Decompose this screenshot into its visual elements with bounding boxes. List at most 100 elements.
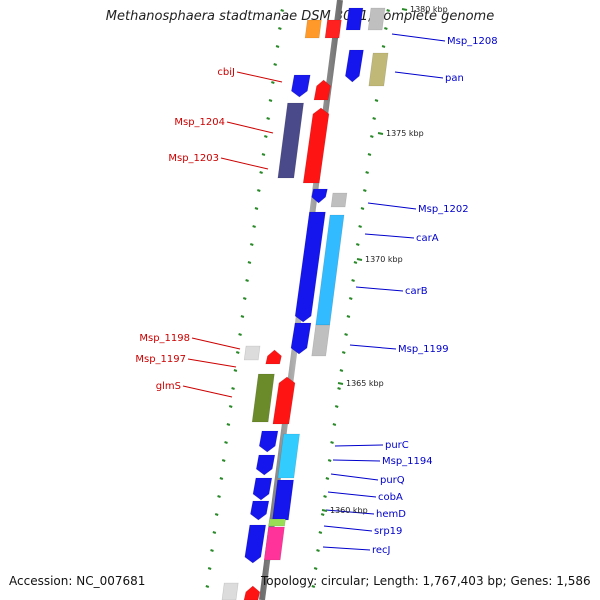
gene-label-srp19: srp19 xyxy=(374,526,402,537)
genome-summary: Topology: circular; Length: 1,767,403 bp… xyxy=(261,574,591,588)
tick-mark xyxy=(351,279,355,282)
tick-mark xyxy=(311,585,316,588)
gene-feature xyxy=(290,322,312,355)
gene-label-recj: recJ xyxy=(372,545,391,556)
tick-label: 1380 kbp xyxy=(410,5,448,14)
gene-label-msp_1208: Msp_1208 xyxy=(447,36,498,47)
tick-mark xyxy=(401,8,408,11)
gene-label-msp_1202: Msp_1202 xyxy=(418,204,469,215)
gene-feature xyxy=(345,49,364,83)
tick-mark xyxy=(377,132,384,135)
gene-feature xyxy=(302,107,330,184)
tick-mark xyxy=(313,567,318,570)
gene-label-purc: purC xyxy=(385,440,409,451)
tick-mark xyxy=(374,99,379,102)
tick-mark xyxy=(316,549,320,552)
tick-mark xyxy=(266,117,270,120)
tick-mark xyxy=(271,81,275,84)
tick-mark xyxy=(233,369,238,372)
gene-label-msp_1199: Msp_1199 xyxy=(398,344,449,355)
connector-line xyxy=(367,202,417,210)
gene-label-msp_1197: Msp_1197 xyxy=(135,354,186,365)
gene-feature xyxy=(250,500,270,521)
connector-line xyxy=(236,71,283,83)
tick-mark xyxy=(224,441,228,444)
gene-label-carb: carB xyxy=(405,286,428,297)
accession-text: Accession: NC_007681 xyxy=(9,574,146,588)
gene-feature xyxy=(367,7,386,31)
gene-label-cara: carA xyxy=(416,233,439,244)
tick-mark xyxy=(280,9,285,12)
gene-feature xyxy=(313,79,331,101)
connector-line xyxy=(355,286,404,292)
tick-mark xyxy=(386,9,391,12)
tick-mark xyxy=(242,297,247,300)
tick-mark xyxy=(339,369,344,372)
gene-label-coba: cobA xyxy=(378,492,403,503)
tick-mark xyxy=(344,333,348,336)
tick-mark xyxy=(337,382,344,385)
tick-mark xyxy=(353,261,358,264)
tick-label: 1375 kbp xyxy=(386,129,424,138)
tick-mark xyxy=(275,45,280,48)
tick-mark xyxy=(362,189,367,192)
gene-feature xyxy=(345,7,364,31)
gene-feature xyxy=(277,433,300,479)
gene-feature xyxy=(268,518,286,527)
tick-mark xyxy=(320,513,325,516)
connector-line xyxy=(330,473,379,481)
gene-feature xyxy=(304,19,322,39)
gene-feature xyxy=(243,585,261,600)
tick-mark xyxy=(321,509,328,512)
gene-feature xyxy=(277,102,304,179)
gene-feature xyxy=(330,192,348,208)
gene-label-msp_1204: Msp_1204 xyxy=(174,117,225,128)
tick-mark xyxy=(245,279,249,282)
gene-feature xyxy=(291,74,311,98)
connector-line xyxy=(182,385,233,398)
tick-mark xyxy=(217,495,221,498)
gene-feature xyxy=(272,479,294,521)
gene-label-msp_1194: Msp_1194 xyxy=(382,456,433,467)
tick-label: 1360 kbp xyxy=(330,506,368,515)
gene-feature xyxy=(263,526,285,561)
connector-line xyxy=(364,233,415,239)
tick-mark xyxy=(268,99,273,102)
gene-feature xyxy=(251,373,275,423)
gene-feature xyxy=(324,19,342,39)
tick-mark xyxy=(337,387,341,390)
tick-mark xyxy=(325,477,330,480)
tick-mark xyxy=(235,351,240,354)
connector-line xyxy=(394,71,444,79)
tick-mark xyxy=(358,225,362,228)
tick-mark xyxy=(228,405,233,408)
connector-line xyxy=(191,337,241,350)
tick-mark xyxy=(348,297,353,300)
tick-mark xyxy=(207,567,212,570)
tick-mark xyxy=(334,405,339,408)
gene-label-msp_1198: Msp_1198 xyxy=(139,333,190,344)
connector-line xyxy=(391,33,446,42)
tick-mark xyxy=(221,459,226,462)
gene-label-msp_1203: Msp_1203 xyxy=(168,153,219,164)
tick-mark xyxy=(261,153,266,156)
connector-line xyxy=(220,157,269,170)
tick-mark xyxy=(240,315,245,318)
map-title: Methanosphaera stadtmanae DSM 3091, comp… xyxy=(105,9,495,24)
tick-mark xyxy=(273,63,277,66)
gene-feature xyxy=(265,349,282,365)
connector-line xyxy=(332,459,381,462)
gene-features xyxy=(221,7,389,600)
gene-label-hemd: hemD xyxy=(376,509,406,520)
tick-mark xyxy=(219,477,224,480)
tick-mark xyxy=(238,333,242,336)
tick-mark xyxy=(212,531,217,534)
gene-feature xyxy=(258,430,279,453)
gene-feature xyxy=(311,188,328,204)
tick-mark xyxy=(381,45,386,48)
connector-line xyxy=(349,344,397,350)
gene-label-pan: pan xyxy=(445,73,464,84)
gene-feature xyxy=(294,211,326,323)
